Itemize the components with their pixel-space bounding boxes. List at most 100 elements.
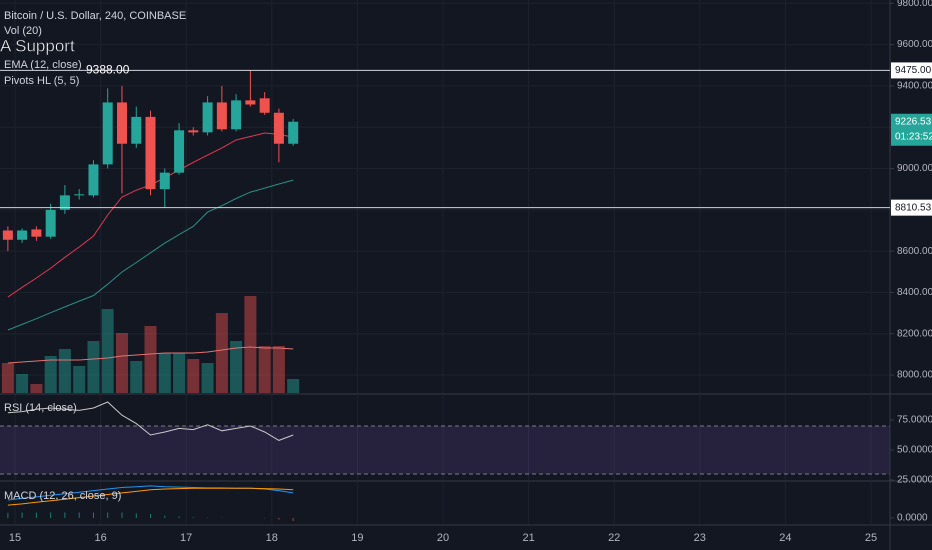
level-tag: [891, 199, 932, 216]
macd-histogram-bar: [292, 517, 294, 522]
macd-histogram-bar: [192, 517, 194, 518]
macd-histogram-bar: [92, 512, 94, 518]
macd-histogram-bar: [21, 512, 23, 518]
candle-body: [116, 102, 127, 144]
y-tick-label: 8400.00: [897, 287, 932, 298]
macd-histogram-bar: [64, 512, 66, 518]
volume-bar: [258, 346, 271, 393]
rsi-title: RSI (14, close): [4, 402, 77, 414]
level-tag-label: 8810.53: [895, 202, 932, 213]
candle-body: [288, 121, 299, 144]
volume-bar: [115, 333, 128, 393]
y-tick-label: 9600.00: [897, 39, 932, 50]
x-tick-label: 20: [437, 532, 449, 544]
macd-histogram-bar: [107, 512, 109, 518]
macd-histogram-bar: [178, 516, 180, 518]
candle-body: [259, 98, 270, 113]
volume-bar: [73, 366, 86, 393]
y-tick-label: 8600.00: [897, 246, 932, 257]
volume-bar: [287, 379, 300, 393]
candle-body: [88, 164, 99, 196]
y-tick-label: 8200.00: [897, 328, 932, 339]
volume-bar: [87, 341, 100, 393]
candle-body: [74, 194, 85, 196]
plot-layer: [1, 70, 300, 522]
candle-body: [245, 100, 256, 105]
candle-body: [145, 116, 156, 190]
macd-histogram-bar: [135, 513, 137, 518]
volume-bar: [230, 341, 243, 393]
volume-bar: [30, 384, 43, 393]
rsi-tick-label: 25.0000: [897, 475, 932, 486]
macd-title: MACD (12, 26, close, 9): [4, 490, 121, 502]
signal-line: [7, 487, 294, 506]
macd-histogram-bar: [149, 514, 151, 518]
x-tick-label: 24: [779, 532, 791, 544]
candle-body: [45, 209, 56, 237]
candle-body: [174, 130, 185, 173]
x-tick-label: 22: [608, 532, 620, 544]
candle-body: [188, 130, 199, 133]
last-price-label: 9226.53: [895, 116, 932, 127]
level-tag-label: 9475.00: [895, 65, 932, 76]
x-tick-label: 16: [94, 532, 106, 544]
x-tick-label: 15: [9, 532, 21, 544]
x-tick-label: 23: [694, 532, 706, 544]
macd-histogram-bar: [35, 512, 37, 518]
candle-body: [17, 230, 28, 240]
volume-bar: [44, 356, 57, 393]
candle-body: [31, 229, 42, 237]
x-tick-label: 18: [266, 532, 278, 544]
volume-bar: [173, 353, 186, 393]
x-tick-label: 17: [180, 532, 192, 544]
legend-entry: EMA (12, close): [4, 59, 82, 71]
candle-body: [159, 172, 170, 190]
y-tick-label: 8000.00: [897, 370, 932, 381]
volume-bar: [187, 359, 200, 393]
volume-bar: [130, 361, 143, 393]
candle-body: [131, 116, 142, 144]
macd-histogram-bar: [164, 515, 166, 518]
volume-bar: [201, 363, 214, 393]
candle-body: [273, 112, 284, 144]
volume-bar: [16, 374, 29, 393]
legend-entry: Pivots HL (5, 5): [4, 75, 79, 87]
annotation: A Support: [0, 36, 75, 55]
macd-histogram-bar: [78, 512, 80, 518]
pivot-label: 9388.00: [86, 63, 130, 77]
macd-histogram-bar: [7, 512, 9, 518]
grid-layer: [0, 0, 890, 525]
volume-bar: [272, 346, 285, 393]
candle-body: [102, 102, 113, 165]
y-tick-label: 9000.00: [897, 163, 932, 174]
last-price-tag: [891, 113, 932, 146]
candle-body: [231, 100, 242, 130]
macd-tick-label: 0.0000: [897, 513, 928, 524]
volume-ma-line: [7, 346, 294, 364]
volume-bar: [1, 363, 14, 393]
candle-body: [59, 195, 70, 210]
volume-bar: [158, 353, 171, 393]
macd-histogram-bar: [121, 512, 123, 518]
rsi-tick-label: 50.0000: [897, 445, 932, 456]
candle-body: [216, 102, 227, 130]
x-tick-label: 21: [522, 532, 534, 544]
legend-entry: Vol (20): [4, 25, 42, 37]
volume-bar: [244, 296, 257, 393]
y-tick-label: 9800.00: [897, 0, 932, 9]
countdown-label: 01:23:52: [895, 131, 932, 142]
macd-histogram-bar: [278, 517, 280, 520]
candle-body: [2, 230, 13, 240]
rsi-tick-label: 75.0000: [897, 415, 932, 426]
x-tick-label: 19: [351, 532, 363, 544]
legend-title: Bitcoin / U.S. Dollar, 240, COINBASE: [4, 10, 186, 22]
x-tick-label: 25: [865, 532, 877, 544]
volume-bar: [144, 326, 157, 393]
level-tag: [891, 62, 932, 79]
volume-bar: [215, 313, 228, 393]
ema-slow-line: [7, 179, 294, 331]
macd-histogram-bar: [50, 512, 52, 518]
